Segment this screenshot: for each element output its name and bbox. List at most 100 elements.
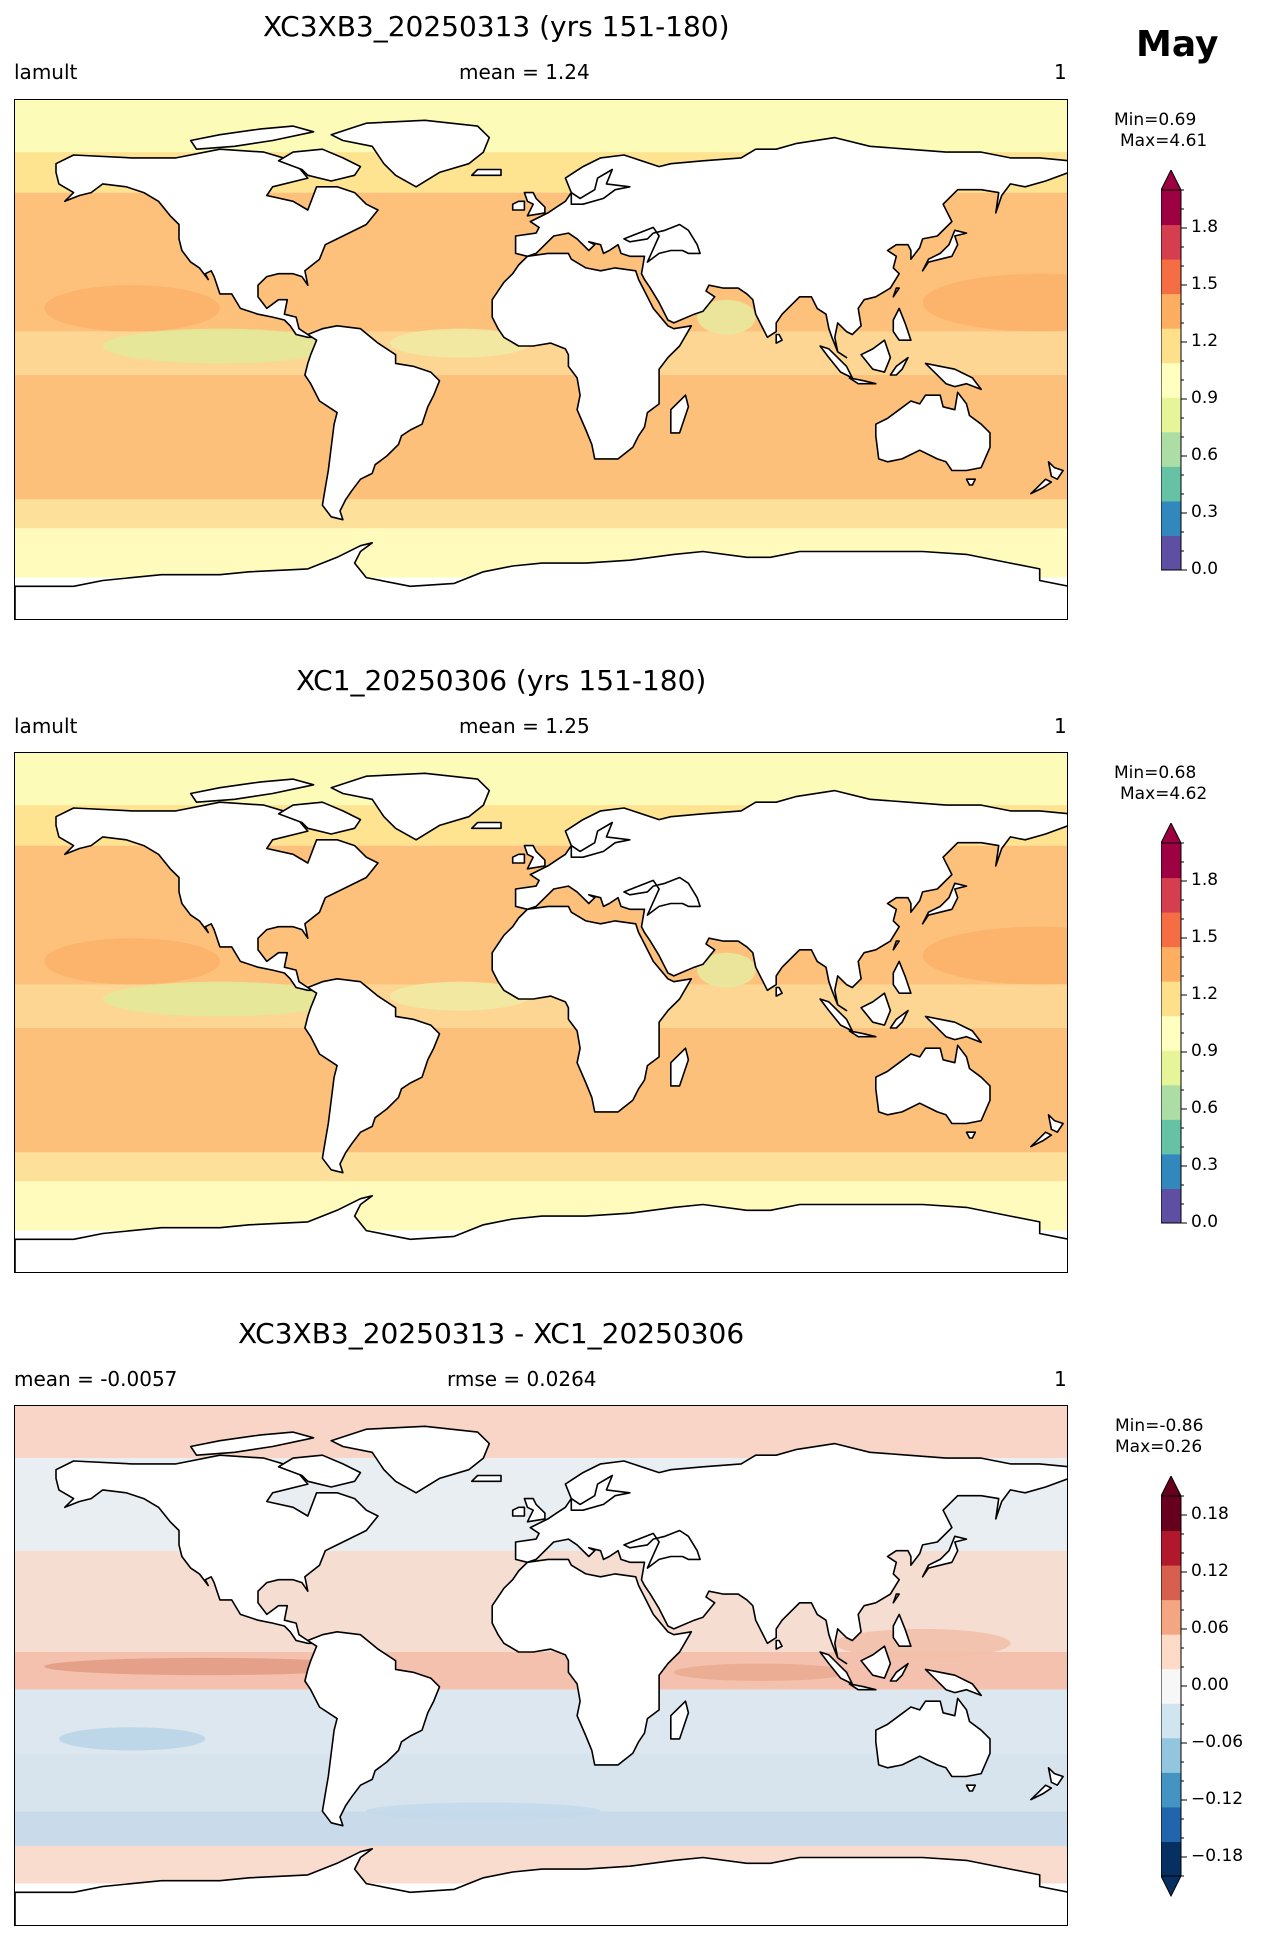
colorbar-tick-label: 0.3 bbox=[1191, 1155, 1219, 1175]
field-feature bbox=[58, 1727, 206, 1751]
colorbar-tick-label: 0.0 bbox=[1191, 559, 1219, 579]
colorbar-segment bbox=[1161, 1153, 1181, 1189]
panel-1-variable-label: lamult bbox=[14, 60, 78, 84]
colorbar-segment bbox=[1161, 1841, 1181, 1877]
landmass-borneo bbox=[860, 992, 892, 1026]
landmass-south-america bbox=[304, 1631, 441, 1827]
field-band bbox=[15, 1753, 1067, 1812]
panel-2-title: XC1_20250306 (yrs 151-180) bbox=[296, 664, 707, 697]
panel-3-mean-label: mean = -0.0057 bbox=[14, 1367, 178, 1391]
colorbar-segment bbox=[1161, 946, 1181, 982]
colorbar-segment bbox=[1161, 1668, 1181, 1704]
landmass-ireland bbox=[511, 200, 526, 211]
panel-1-max-label: Max=4.61 bbox=[1120, 131, 1208, 151]
colorbar-segment bbox=[1161, 1565, 1181, 1601]
landmass-australia bbox=[874, 391, 991, 472]
landmass-tasmania bbox=[965, 1784, 977, 1792]
landmass-tasmania bbox=[965, 478, 977, 486]
landmass-madagascar bbox=[669, 1700, 690, 1740]
landmass-north-america bbox=[55, 1454, 379, 1645]
landmass-new-zealand-north bbox=[1047, 1113, 1064, 1134]
colorbar-tick-label: −0.06 bbox=[1191, 1732, 1244, 1752]
landmass-madagascar bbox=[669, 1047, 690, 1087]
field-feature bbox=[44, 285, 220, 332]
field-feature bbox=[697, 952, 756, 988]
colorbar-extend-max bbox=[1161, 823, 1182, 844]
field-feature bbox=[102, 328, 338, 364]
landmass-japan bbox=[921, 229, 968, 272]
field-band bbox=[15, 1406, 1067, 1459]
field-feature bbox=[697, 299, 756, 335]
landmass-antarctica bbox=[15, 541, 1067, 619]
colorbar-extend-max bbox=[1161, 170, 1182, 191]
month-label: May bbox=[1136, 24, 1219, 65]
landmass-philippines bbox=[892, 307, 912, 341]
colorbar-segment bbox=[1161, 466, 1181, 502]
panel-1-min-label: Min=0.69 bbox=[1114, 110, 1197, 130]
colorbar-segment bbox=[1161, 1084, 1181, 1120]
colorbar-tick-label: 1.2 bbox=[1191, 331, 1219, 351]
landmass-south-america bbox=[304, 325, 441, 521]
field-feature bbox=[44, 938, 220, 985]
colorbar-segment bbox=[1161, 293, 1181, 329]
panel-2-mean-label: mean = 1.25 bbox=[459, 714, 590, 738]
landmass-ireland bbox=[511, 1506, 526, 1517]
panel-3-title: XC3XB3_20250313 - XC1_20250306 bbox=[238, 1317, 745, 1350]
colorbar-segment bbox=[1161, 328, 1181, 364]
landmass-eurasia bbox=[514, 789, 1067, 1012]
colorbar-tick-label: 0.0 bbox=[1191, 1212, 1219, 1232]
panel-3-max-label: Max=0.26 bbox=[1115, 1437, 1203, 1457]
colorbar-tick-label: 0.12 bbox=[1191, 1561, 1229, 1581]
field-feature bbox=[389, 981, 531, 1011]
landmass-new-zealand-north bbox=[1047, 1766, 1064, 1787]
field-band bbox=[15, 753, 1067, 806]
landmass-arabia-sea-gap bbox=[623, 1529, 701, 1569]
colorbar-tick-label: 0.6 bbox=[1191, 1098, 1219, 1118]
colorbar-segment bbox=[1161, 1806, 1181, 1842]
landmass-africa bbox=[491, 905, 693, 1113]
landmass-philippines bbox=[892, 960, 912, 994]
colorbar-segment bbox=[1161, 877, 1181, 913]
landmass-new-zealand-north bbox=[1047, 460, 1064, 481]
colorbar-segment bbox=[1161, 1015, 1181, 1051]
colorbar-segment bbox=[1161, 981, 1181, 1017]
landmass-eurasia bbox=[514, 136, 1067, 359]
landmass-sri-lanka bbox=[775, 986, 783, 997]
landmass-scandinavia-gap bbox=[570, 168, 631, 205]
colorbar-segment bbox=[1161, 1599, 1181, 1635]
panel-2-units-label: 1 bbox=[1054, 714, 1067, 738]
landmass-britain bbox=[523, 844, 546, 870]
colorbar-segment bbox=[1161, 1188, 1181, 1224]
landmass-sulawesi bbox=[889, 1009, 909, 1029]
field-feature bbox=[673, 1663, 850, 1681]
landmass-sri-lanka bbox=[775, 1639, 783, 1650]
panel-1-title: XC3XB3_20250313 (yrs 151-180) bbox=[263, 10, 730, 43]
colorbar-tick-label: −0.12 bbox=[1191, 1789, 1244, 1809]
field-feature bbox=[922, 926, 1067, 985]
colorbar-tick-label: 0.00 bbox=[1191, 1675, 1229, 1695]
panel-2-min-label: Min=0.68 bbox=[1114, 763, 1197, 783]
landmass-antarctica bbox=[15, 1194, 1067, 1272]
panel-1-units-label: 1 bbox=[1054, 60, 1067, 84]
colorbar-tick-label: 0.3 bbox=[1191, 502, 1219, 522]
colorbar-segment bbox=[1161, 500, 1181, 536]
landmass-south-america bbox=[304, 978, 441, 1174]
colorbar-segment bbox=[1161, 1703, 1181, 1739]
landmass-borneo bbox=[860, 339, 892, 373]
landmass-philippines bbox=[892, 1613, 912, 1647]
landmass-sulawesi bbox=[889, 1662, 909, 1682]
landmass-new-zealand-south bbox=[1030, 1131, 1053, 1148]
colorbar-tick-label: 1.8 bbox=[1191, 217, 1219, 237]
colorbar-segment bbox=[1161, 224, 1181, 260]
colorbar-extend-min bbox=[1161, 1875, 1182, 1898]
landmass-japan bbox=[921, 882, 968, 925]
colorbar-segment bbox=[1161, 912, 1181, 948]
landmass-borneo bbox=[860, 1645, 892, 1679]
panel-3-rmse-label: rmse = 0.0264 bbox=[447, 1367, 597, 1391]
landmass-madagascar bbox=[669, 394, 690, 434]
landmass-arabia-sea-gap bbox=[623, 223, 701, 263]
field-feature bbox=[834, 1628, 1011, 1658]
landmass-scandinavia-gap bbox=[570, 821, 631, 858]
landmass-iceland bbox=[470, 168, 502, 177]
field-feature bbox=[922, 273, 1067, 332]
